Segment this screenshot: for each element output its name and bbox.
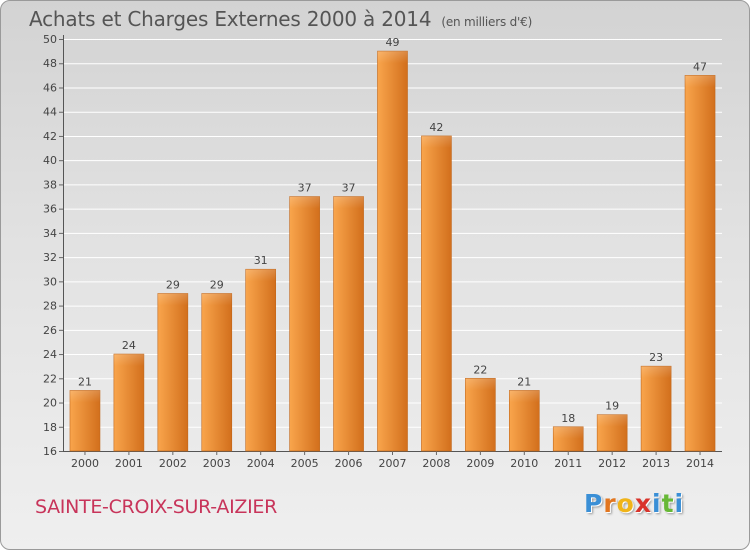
y-tick-label: 48 — [43, 57, 57, 70]
y-tick-label: 18 — [43, 421, 57, 434]
x-tick-label: 2004 — [247, 457, 275, 470]
bar — [245, 268, 276, 452]
bar-highlight — [509, 390, 540, 403]
chart-title-text: Achats et Charges Externes 2000 à 2014 — [29, 7, 432, 31]
bar-highlight — [333, 196, 364, 209]
bar — [377, 50, 408, 452]
bar-highlight — [553, 426, 584, 439]
y-tick-label: 40 — [43, 154, 57, 167]
y-tick-label: 34 — [43, 227, 57, 240]
bar-highlight — [685, 75, 716, 88]
bars — [69, 50, 716, 452]
bar-highlight — [245, 269, 276, 282]
bar-value-label: 22 — [473, 363, 487, 376]
bar-highlight — [377, 51, 408, 64]
logo-letter: r — [603, 489, 617, 518]
bar — [684, 75, 716, 452]
logo-letter: t — [661, 489, 675, 518]
bar-value-label: 19 — [605, 400, 619, 413]
x-tick-label: 2008 — [422, 457, 450, 470]
bar-highlight — [113, 354, 144, 367]
y-tick-label: 38 — [43, 178, 57, 191]
bar-highlight — [421, 135, 452, 148]
chart-subtitle: (en milliers d'€) — [441, 15, 533, 29]
y-tick-label: 30 — [43, 275, 57, 288]
bar-value-label: 24 — [122, 339, 136, 352]
bar-value-label: 18 — [561, 412, 575, 425]
x-tick-label: 2006 — [335, 457, 363, 470]
logo-letter: i — [652, 489, 662, 518]
chart-title: Achats et Charges Externes 2000 à 2014 (e… — [29, 7, 532, 31]
bar — [113, 353, 145, 452]
bar — [333, 196, 364, 452]
bar-value-label: 21 — [78, 375, 92, 388]
bar-value-label: 31 — [254, 254, 268, 267]
bar-value-label: 21 — [517, 375, 531, 388]
bar-value-label: 29 — [210, 278, 224, 291]
bar — [157, 293, 189, 452]
y-tick-label: 32 — [43, 251, 57, 264]
bar-highlight — [69, 390, 100, 403]
x-tick-label: 2009 — [466, 457, 494, 470]
x-tick-label: 2012 — [598, 457, 626, 470]
bar-value-label: 23 — [649, 351, 663, 364]
bar-value-label: 47 — [693, 60, 707, 73]
y-tick-label: 44 — [43, 106, 57, 119]
y-tick-label: 28 — [43, 300, 57, 313]
y-tick-label: 22 — [43, 372, 57, 385]
bar — [289, 196, 320, 452]
bar-value-label: 37 — [342, 182, 356, 195]
x-tick-label: 2007 — [379, 457, 407, 470]
y-tick-label: 42 — [43, 130, 57, 143]
axes: 16 18 20 22 24 26 28 30 32 34 36 38 40 42 44 46 48 50 2000… — [43, 33, 722, 470]
commune-name: SAINTE-CROIX-SUR-AIZIER — [35, 496, 278, 518]
y-tick-label: 16 — [43, 445, 57, 458]
x-tick-label: 2005 — [291, 457, 319, 470]
x-tick-label: 2003 — [203, 457, 231, 470]
bar — [640, 365, 672, 452]
bar-highlight — [597, 414, 628, 427]
x-tick-label: 2000 — [71, 457, 99, 470]
bar-value-label: 29 — [166, 278, 180, 291]
y-tick-label: 50 — [43, 33, 57, 46]
x-tick-label: 2011 — [554, 457, 582, 470]
proxiti-logo[interactable]: Proxiti — [584, 489, 684, 518]
y-tick-label: 36 — [43, 203, 57, 216]
x-tick-label: 2002 — [159, 457, 187, 470]
bar-value-label: 42 — [429, 121, 443, 134]
bar-highlight — [201, 293, 232, 306]
logo-letter: x — [634, 489, 652, 518]
x-tick-label: 2013 — [642, 457, 670, 470]
bar-highlight — [289, 196, 320, 209]
logo-letter: P — [584, 489, 604, 518]
bar-highlight — [157, 293, 188, 306]
value-labels: 21 24 29 29 31 37 37 49 42 22 21 18 19 23 47 — [78, 36, 707, 425]
y-tick-label: 24 — [43, 348, 57, 361]
y-tick-label: 46 — [43, 81, 57, 94]
x-tick-label: 2014 — [686, 457, 714, 470]
bar-highlight — [465, 378, 496, 391]
x-tick-label: 2010 — [510, 457, 538, 470]
x-tick-label: 2001 — [115, 457, 143, 470]
bar — [465, 377, 496, 452]
logo-letter: o — [616, 489, 635, 518]
y-tick-label: 26 — [43, 324, 57, 337]
logo-letter: i — [674, 489, 685, 518]
y-tick-label: 20 — [43, 397, 57, 410]
bar-value-label: 49 — [386, 36, 400, 49]
bar-highlight — [641, 366, 672, 379]
bar-value-label: 37 — [298, 182, 312, 195]
bar — [421, 135, 452, 452]
bar — [201, 293, 233, 452]
